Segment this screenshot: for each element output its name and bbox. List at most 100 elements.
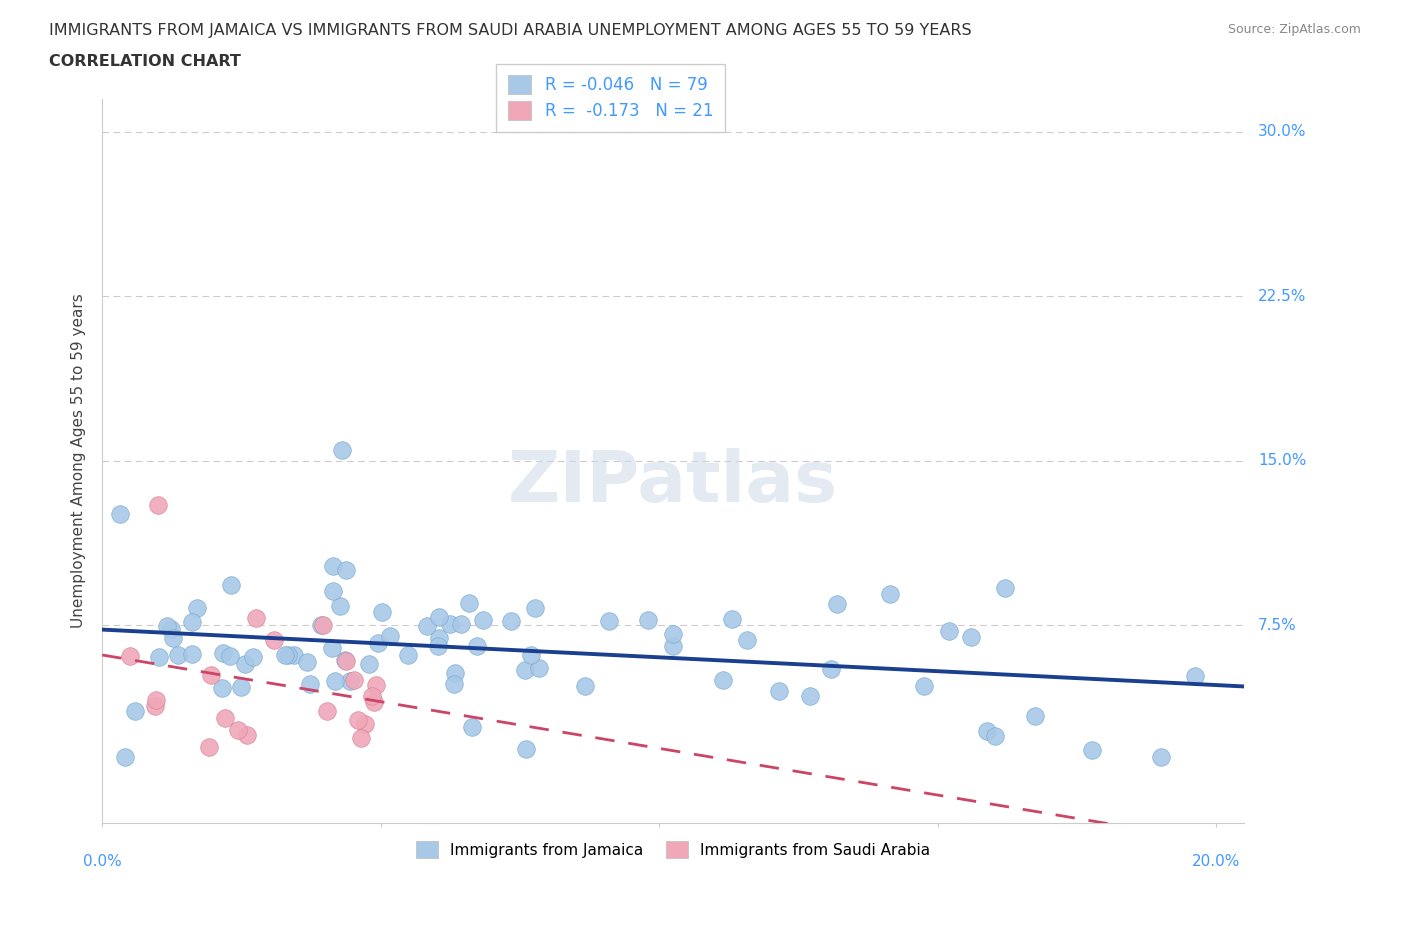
Text: ZIPatlas: ZIPatlas	[508, 448, 838, 517]
Point	[443, 666, 465, 681]
Point	[467, 639, 489, 654]
Point	[429, 631, 451, 645]
Point	[366, 677, 388, 692]
Point	[879, 587, 901, 602]
Point	[219, 578, 242, 592]
Point	[226, 723, 249, 737]
Point	[200, 668, 222, 683]
Point	[160, 621, 183, 636]
Point	[329, 599, 352, 614]
Point	[1150, 750, 1173, 764]
Point	[156, 618, 179, 633]
Legend: Immigrants from Jamaica, Immigrants from Saudi Arabia: Immigrants from Jamaica, Immigrants from…	[409, 833, 938, 866]
Text: 22.5%: 22.5%	[1258, 288, 1306, 304]
Point	[114, 750, 136, 764]
Text: 15.0%: 15.0%	[1258, 453, 1306, 469]
Point	[322, 583, 344, 598]
Point	[662, 639, 685, 654]
Text: 20.0%: 20.0%	[1192, 854, 1240, 869]
Point	[233, 657, 256, 671]
Point	[457, 596, 479, 611]
Point	[108, 506, 131, 521]
Point	[212, 646, 235, 661]
Point	[976, 724, 998, 738]
Point	[825, 596, 848, 611]
Text: 30.0%: 30.0%	[1258, 124, 1306, 140]
Point	[357, 657, 380, 671]
Point	[321, 641, 343, 656]
Point	[347, 712, 370, 727]
Point	[367, 635, 389, 650]
Point	[398, 647, 420, 662]
Point	[311, 618, 333, 632]
Point	[181, 646, 204, 661]
Point	[333, 653, 356, 668]
Point	[312, 618, 335, 632]
Point	[820, 662, 842, 677]
Point	[197, 740, 219, 755]
Point	[799, 689, 821, 704]
Point	[363, 695, 385, 710]
Point	[515, 662, 537, 677]
Point	[960, 630, 983, 644]
Point	[662, 627, 685, 642]
Point	[339, 673, 361, 688]
Point	[118, 648, 141, 663]
Point	[737, 632, 759, 647]
Point	[371, 604, 394, 619]
Point	[146, 498, 169, 512]
Text: CORRELATION CHART: CORRELATION CHART	[49, 54, 240, 69]
Point	[214, 711, 236, 725]
Text: Source: ZipAtlas.com: Source: ZipAtlas.com	[1227, 23, 1361, 36]
Point	[472, 612, 495, 627]
Y-axis label: Unemployment Among Ages 55 to 59 years: Unemployment Among Ages 55 to 59 years	[72, 294, 86, 628]
Point	[993, 580, 1015, 595]
Point	[236, 727, 259, 742]
Point	[298, 677, 321, 692]
Point	[218, 649, 240, 664]
Point	[211, 681, 233, 696]
Point	[515, 741, 537, 756]
Point	[427, 639, 450, 654]
Point	[263, 632, 285, 647]
Point	[335, 563, 357, 578]
Point	[186, 600, 208, 615]
Point	[297, 654, 319, 669]
Point	[274, 648, 297, 663]
Point	[242, 649, 264, 664]
Point	[768, 684, 790, 698]
Point	[323, 674, 346, 689]
Point	[912, 679, 935, 694]
Point	[501, 614, 523, 629]
Point	[520, 647, 543, 662]
Point	[231, 680, 253, 695]
Point	[378, 629, 401, 644]
Point	[335, 653, 357, 668]
Point	[711, 672, 734, 687]
Point	[637, 613, 659, 628]
Point	[245, 611, 267, 626]
Point	[443, 676, 465, 691]
Point	[1184, 669, 1206, 684]
Point	[322, 558, 344, 573]
Point	[416, 618, 439, 633]
Point	[427, 610, 450, 625]
Point	[145, 692, 167, 707]
Point	[315, 703, 337, 718]
Point	[354, 716, 377, 731]
Point	[461, 720, 484, 735]
Point	[148, 649, 170, 664]
Point	[167, 647, 190, 662]
Point	[1081, 742, 1104, 757]
Point	[984, 728, 1007, 743]
Point	[343, 672, 366, 687]
Point	[598, 614, 620, 629]
Point	[361, 688, 384, 703]
Text: 7.5%: 7.5%	[1258, 618, 1296, 633]
Point	[1024, 708, 1046, 723]
Point	[350, 730, 373, 745]
Point	[162, 631, 184, 645]
Point	[145, 698, 167, 713]
Point	[283, 647, 305, 662]
Point	[574, 679, 596, 694]
